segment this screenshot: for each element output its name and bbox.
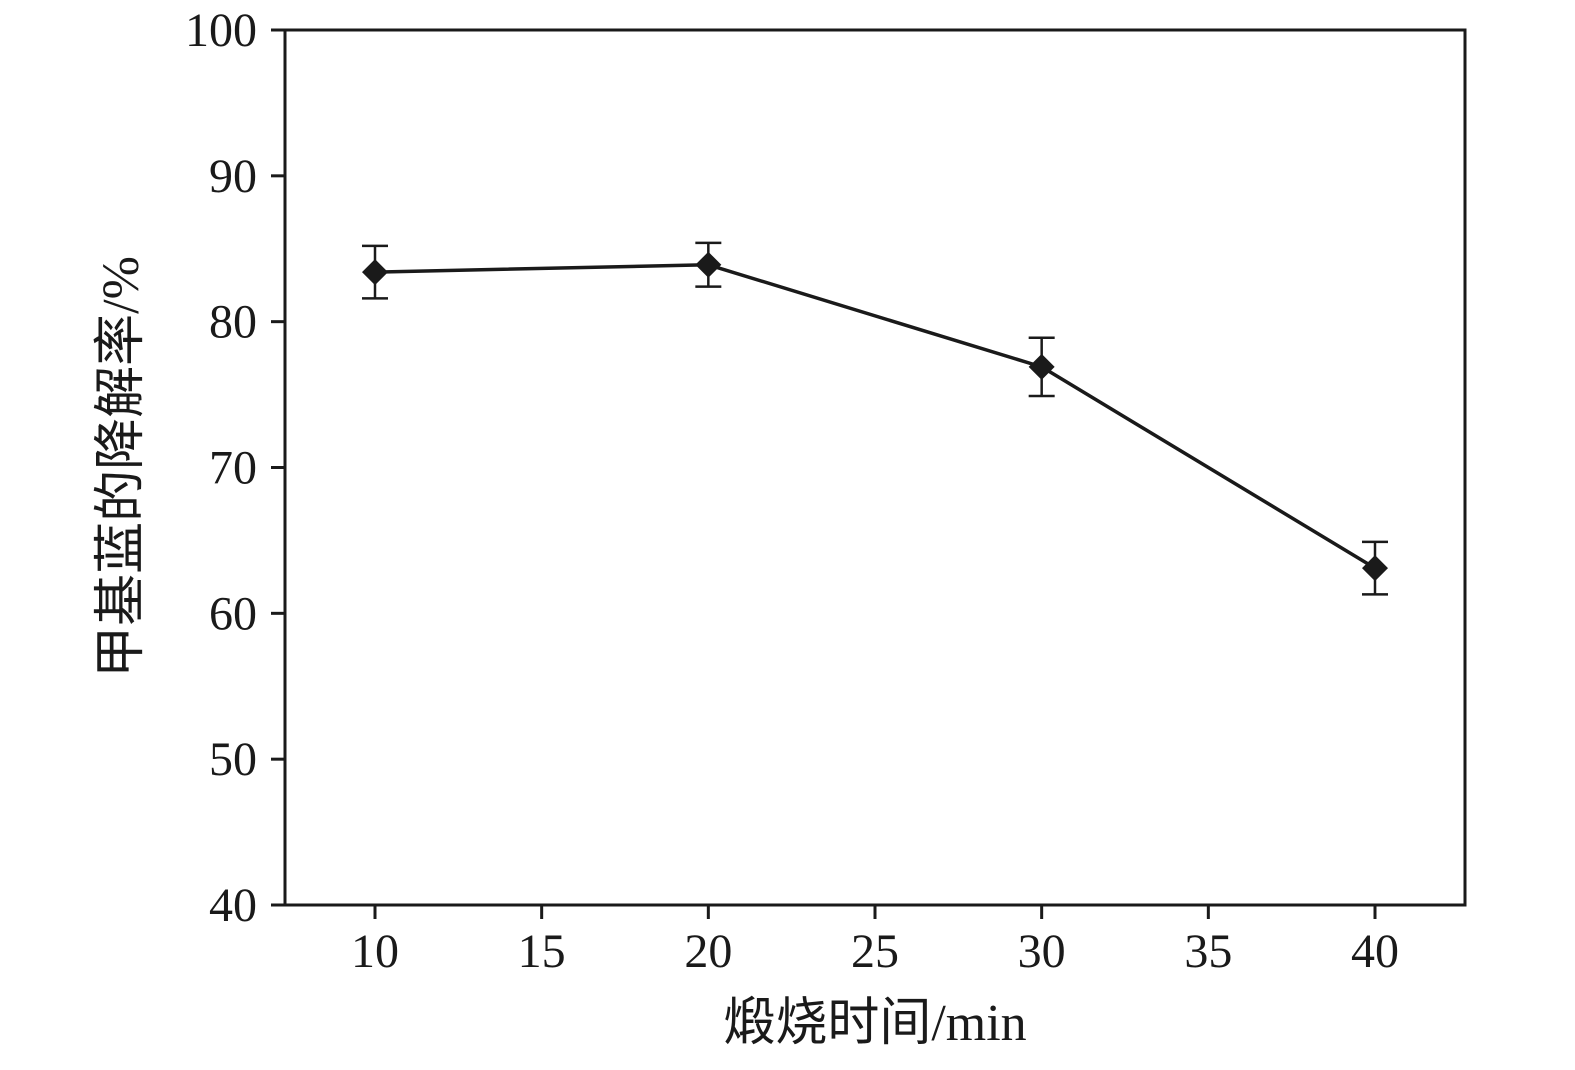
x-axis-ticks: 10 15 20 25 30 35 40 [351, 905, 1399, 978]
y-axis-ticks: 40 50 60 70 80 90 100 [185, 4, 285, 932]
data-point-marker [695, 251, 722, 278]
data-point-marker [1362, 555, 1388, 582]
error-bars [362, 241, 1388, 596]
y-tick-label: 40 [209, 879, 257, 932]
data-markers [362, 251, 1388, 582]
x-tick-label: 20 [684, 925, 732, 978]
x-tick-label: 10 [351, 925, 399, 978]
y-axis-label: 甲基蓝的降解率/% [93, 256, 150, 678]
plot-area: 10 15 20 25 30 35 40 40 50 60 70 80 90 100 [185, 4, 1467, 978]
y-tick-label: 60 [209, 587, 257, 640]
y-tick-label: 80 [209, 296, 257, 349]
x-tick-label: 25 [851, 925, 899, 978]
x-tick-label: 15 [518, 925, 566, 978]
x-tick-label: 30 [1018, 925, 1066, 978]
y-tick-label: 50 [209, 733, 257, 786]
y-tick-label: 90 [209, 150, 257, 203]
data-line [374, 263, 1376, 570]
y-tick-label: 100 [185, 4, 257, 57]
x-tick-label: 40 [1351, 925, 1399, 978]
x-axis-label: 煅烧时间/min [723, 995, 1026, 1052]
data-point-marker [362, 259, 388, 286]
data-point-marker [1028, 353, 1055, 380]
x-tick-label: 35 [1184, 925, 1232, 978]
plot-frame [283, 28, 1467, 907]
y-tick-label: 70 [209, 442, 257, 495]
